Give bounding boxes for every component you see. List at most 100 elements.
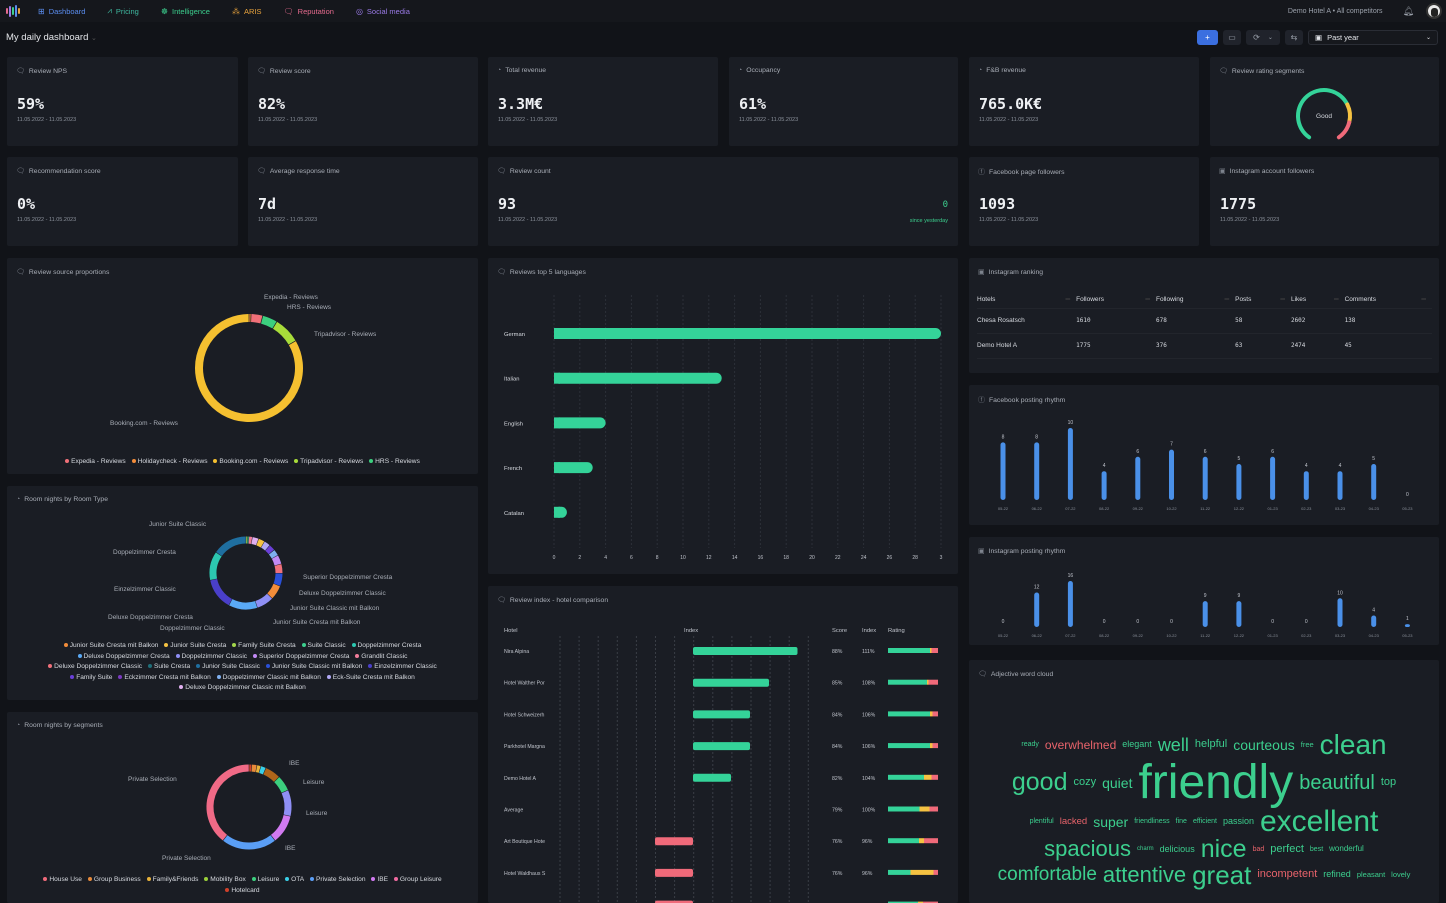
legend-item[interactable]: Deluxe Doppelzimmer Classic mit Balkon: [179, 684, 306, 691]
legend-item[interactable]: Superior Doppelzimmer Cresta: [252, 653, 349, 660]
bar[interactable]: [1202, 456, 1208, 500]
word-cloud-word[interactable]: courteous: [1233, 736, 1295, 753]
index-bar[interactable]: [693, 742, 750, 751]
nav-intelligence[interactable]: ☸ Intelligence: [161, 6, 210, 16]
word-cloud-word[interactable]: passion: [1222, 816, 1254, 826]
column-header[interactable]: Followers ═: [1076, 292, 1156, 309]
refresh-button[interactable]: ⟳ ⌄: [1246, 30, 1280, 45]
legend-item[interactable]: Leisure: [251, 876, 279, 883]
bar[interactable]: [1101, 471, 1107, 500]
column-header[interactable]: Following ═: [1155, 292, 1236, 309]
donut-slice[interactable]: [274, 564, 283, 574]
word-cloud-word[interactable]: efficient: [1192, 818, 1217, 825]
donut-slice[interactable]: [256, 538, 265, 548]
word-cloud-word[interactable]: nice: [1200, 834, 1247, 863]
donut-slice[interactable]: [255, 593, 273, 608]
word-cloud-word[interactable]: elegant: [1122, 739, 1152, 749]
bar[interactable]: [554, 462, 593, 474]
word-cloud-word[interactable]: plentiful: [1029, 818, 1054, 825]
word-cloud-word[interactable]: friendly: [1138, 755, 1294, 809]
add-widget-button[interactable]: +: [1197, 30, 1218, 45]
donut-slice[interactable]: [250, 314, 263, 324]
index-bar[interactable]: [655, 900, 693, 903]
bar[interactable]: [1236, 464, 1242, 500]
word-cloud-word[interactable]: excellent: [1259, 804, 1379, 838]
word-cloud-word[interactable]: well: [1157, 734, 1189, 755]
word-cloud-word[interactable]: wonderful: [1329, 844, 1364, 853]
word-cloud-word[interactable]: super: [1093, 813, 1129, 830]
donut-slice[interactable]: [260, 315, 277, 329]
index-bar[interactable]: [693, 773, 731, 782]
word-cloud-word[interactable]: best: [1309, 845, 1324, 853]
legend-item[interactable]: Suite Classic: [301, 642, 346, 649]
donut-slice[interactable]: [265, 545, 275, 555]
dashboard-selector[interactable]: My daily dashboard ⌄: [6, 32, 97, 43]
bar[interactable]: [1034, 442, 1040, 500]
word-cloud-word[interactable]: top: [1380, 776, 1397, 788]
legend-item[interactable]: Deluxe Doppelzimmer Cresta: [77, 653, 170, 660]
bar[interactable]: [1202, 601, 1208, 627]
bar[interactable]: [1169, 449, 1174, 500]
index-bar[interactable]: [693, 647, 798, 655]
bar[interactable]: [1135, 456, 1141, 500]
bar[interactable]: [1371, 615, 1377, 628]
donut-slice[interactable]: [261, 541, 270, 551]
word-cloud-word[interactable]: friendliness: [1134, 818, 1170, 825]
bar[interactable]: [554, 328, 941, 339]
legend-item[interactable]: Doppelzimmer Classic mit Balkon: [216, 674, 321, 681]
column-header[interactable]: Hotels ═: [977, 292, 1077, 309]
legend-item[interactable]: Grandlit Classic: [355, 653, 407, 660]
donut-slice[interactable]: [274, 777, 288, 793]
bar[interactable]: [1404, 624, 1410, 627]
legend-item[interactable]: IBE: [371, 876, 388, 883]
legend-item[interactable]: Deluxe Doppelzimmer Classic: [48, 663, 142, 670]
legend-item[interactable]: Group Leisure: [393, 876, 442, 883]
donut-slice[interactable]: [272, 321, 296, 345]
legend-item[interactable]: Junior Suite Classic mit Balkon: [265, 663, 362, 670]
word-cloud-word[interactable]: refined: [1323, 869, 1351, 879]
word-cloud-word[interactable]: incompetent: [1257, 868, 1318, 880]
column-resize-handle[interactable]: ═: [1224, 296, 1230, 304]
legend-item[interactable]: Private Selection: [310, 876, 366, 883]
nav-aris[interactable]: ⁂ ARIS: [232, 6, 262, 16]
word-cloud-word[interactable]: fine: [1175, 818, 1187, 825]
legend-item[interactable]: Eck-Suite Cresta mit Balkon: [326, 674, 415, 681]
bar[interactable]: [1303, 471, 1309, 500]
word-cloud-word[interactable]: clean: [1319, 728, 1387, 760]
legend-item[interactable]: Group Business: [87, 876, 141, 883]
word-cloud-word[interactable]: delicious: [1159, 843, 1195, 854]
legend-item[interactable]: Doppelzimmer Cresta: [351, 642, 421, 649]
bar[interactable]: [1371, 464, 1377, 500]
legend-item[interactable]: Suite Cresta: [147, 663, 190, 670]
table-row[interactable]: Chesa Rosatsch 1610 678 58 2602 138: [977, 308, 1432, 334]
word-cloud-word[interactable]: quiet: [1102, 774, 1133, 791]
legend-item[interactable]: OTA: [285, 876, 304, 883]
word-cloud-word[interactable]: attentive: [1102, 861, 1187, 887]
legend-item[interactable]: Booking.com - Reviews: [213, 458, 288, 465]
bar[interactable]: [1236, 601, 1242, 627]
period-select[interactable]: ▣ Past year ⌄: [1308, 30, 1438, 45]
legend-item[interactable]: Junior Suite Cresta mit Balkon: [63, 642, 158, 649]
legend-item[interactable]: Holidaycheck - Reviews: [131, 458, 208, 465]
nav-reputation[interactable]: 🗨︎ Reputation: [284, 6, 334, 16]
table-row[interactable]: Demo Hotel A 1775 376 63 2474 45: [977, 333, 1432, 359]
donut-slice[interactable]: [255, 765, 261, 773]
legend-item[interactable]: Family Suite: [70, 674, 112, 681]
donut-slice[interactable]: [229, 599, 258, 610]
chevron-down-icon[interactable]: ⌄: [1267, 35, 1273, 41]
word-cloud-word[interactable]: free: [1300, 739, 1314, 749]
word-cloud-word[interactable]: overwhelmed: [1044, 737, 1117, 752]
donut-slice[interactable]: [259, 766, 266, 775]
donut-slice[interactable]: [251, 537, 259, 546]
index-bar[interactable]: [693, 678, 769, 687]
column-resize-handle[interactable]: ═: [1280, 296, 1285, 304]
legend-item[interactable]: Eckzimmer Cresta mit Balkon: [118, 674, 211, 681]
filter-icon[interactable]: ⇆: [1285, 30, 1303, 45]
word-cloud-word[interactable]: lacked: [1059, 815, 1088, 827]
column-resize-handle[interactable]: ═: [1065, 296, 1071, 304]
legend-item[interactable]: Hotelcard: [225, 887, 260, 894]
donut-slice[interactable]: [210, 578, 233, 606]
legend-item[interactable]: Doppelzimmer Classic: [175, 653, 247, 660]
legend-item[interactable]: HRS - Reviews: [369, 458, 420, 465]
bar[interactable]: [1000, 442, 1006, 500]
